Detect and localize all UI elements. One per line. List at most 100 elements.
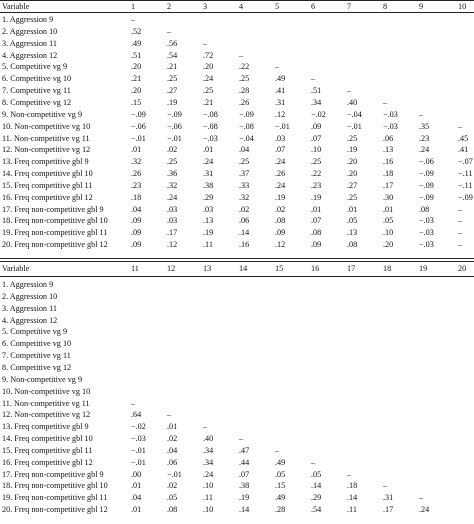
row-label: 13. Freq competitive gbl 9 [2, 157, 89, 167]
table-cell: .09 [311, 121, 322, 131]
table-cell: .51 [311, 86, 322, 96]
table-cell: .47 [239, 445, 250, 455]
table-cell: −.01 [131, 445, 146, 455]
table-cell: – [131, 15, 136, 24]
table-cell: .19 [275, 192, 286, 202]
table-cell: .01 [383, 204, 394, 214]
table-cell: −.07 [458, 157, 473, 167]
table-cell: .24 [275, 180, 286, 190]
table-cell: .54 [167, 50, 178, 60]
column-header: 12 [167, 264, 176, 273]
column-header: 10 [458, 2, 467, 11]
table-cell: .23 [419, 133, 430, 143]
table-cell: −.11 [458, 169, 473, 179]
table-cell: .07 [311, 216, 322, 226]
row-label: 11. Non-competitive vg 11 [2, 398, 90, 408]
row-label: 4. Aggression 12 [2, 50, 58, 60]
table-cell: .13 [347, 228, 358, 238]
table-cell: −.03 [419, 228, 434, 238]
table-cell: .02 [167, 145, 178, 155]
row-label: 10. Non-competitive vg 10 [2, 386, 91, 396]
table-cell: .24 [203, 157, 214, 167]
table-cell: .03 [167, 204, 178, 214]
table-cell: .25 [347, 192, 358, 202]
table-cell: .20 [347, 169, 358, 179]
table-cell: .24 [203, 74, 214, 84]
table-cell: .10 [203, 505, 214, 515]
table-cell: .18 [347, 481, 358, 491]
table-cell: −.01 [167, 469, 182, 479]
table-cell: .09 [275, 228, 286, 238]
table-cell: .38 [239, 481, 250, 491]
table-cell: – [458, 228, 463, 238]
table-rule-top-1 [0, 0, 474, 1]
table-cell: – [131, 398, 136, 408]
table-cell: .19 [239, 493, 250, 503]
table-cell: −.03 [419, 216, 434, 226]
table-cell: .44 [239, 457, 250, 467]
table-cell: .29 [311, 493, 322, 503]
table-cell: −.02 [131, 422, 146, 432]
table-cell: .18 [383, 169, 394, 179]
table-cell: .31 [383, 493, 394, 503]
row-label: 3. Aggression 11 [2, 38, 57, 48]
table-cell: .03 [275, 133, 286, 143]
column-header: 8 [383, 2, 388, 11]
table-cell: .10 [203, 481, 214, 491]
table-cell: – [203, 422, 208, 432]
row-label: 9. Non-competitive vg 9 [2, 374, 83, 384]
row-label: 20. Freq non-competitive gbl 12 [2, 240, 108, 250]
table-cell: .11 [203, 493, 213, 503]
table-cell: .25 [167, 157, 178, 167]
row-label: 15. Freq competitive gbl 11 [2, 180, 93, 190]
table-cell: .09 [311, 240, 322, 250]
table-cell: .28 [275, 505, 286, 515]
column-header: 15 [275, 264, 284, 273]
table-cell: – [167, 410, 172, 420]
row-label: 14. Freq competitive gbl 10 [2, 434, 93, 444]
row-label: 6. Competitive vg 10 [2, 74, 72, 84]
table-cell: −.09 [419, 169, 434, 179]
table-cell: .03 [203, 204, 214, 214]
table-cell: .64 [131, 410, 142, 420]
table-cell: .04 [167, 445, 178, 455]
row-label: 8. Competitive vg 12 [2, 362, 72, 372]
table-cell: .20 [131, 62, 142, 72]
row-label: 20. Freq non-competitive gbl 12 [2, 505, 108, 515]
table-cell: .06 [239, 216, 250, 226]
table-rule-header-2 [0, 276, 474, 277]
row-label: 14. Freq competitive gbl 10 [2, 169, 93, 179]
table-rule-bottom-1 [0, 258, 474, 259]
table-cell: .34 [311, 97, 322, 107]
table-cell: – [347, 469, 352, 479]
table-cell: .56 [167, 38, 178, 48]
table-cell: .08 [275, 216, 286, 226]
table-cell: .36 [167, 169, 178, 179]
row-label: 5. Competitive vg 9 [2, 62, 68, 72]
table-cell: −.09 [419, 192, 434, 202]
table-cell: .28 [239, 86, 250, 96]
variable-header: Variable [2, 2, 30, 11]
table-cell: .01 [203, 145, 214, 155]
table-cell: −.04 [239, 133, 254, 143]
table-cell: .03 [167, 216, 178, 226]
table-cell: .09 [131, 228, 142, 238]
table-cell: – [458, 121, 463, 131]
table-cell: −.09 [167, 109, 182, 119]
table-cell: – [383, 481, 388, 491]
column-header: 2 [167, 2, 172, 11]
table-cell: .49 [131, 38, 142, 48]
table-cell: .40 [203, 434, 214, 444]
table-cell: – [239, 50, 244, 60]
row-label: 1. Aggression 9 [2, 15, 54, 24]
table-cell: −.08 [239, 121, 254, 131]
table-cell: – [458, 204, 463, 214]
table-cell: .05 [167, 493, 178, 503]
row-label: 19. Freq non-competitive gbl 11 [2, 228, 108, 238]
table-cell: .12 [275, 240, 286, 250]
table-cell: .11 [203, 240, 213, 250]
table-cell: −.03 [131, 434, 146, 444]
column-header: 9 [419, 2, 424, 11]
table-cell: .23 [311, 180, 322, 190]
column-header: 11 [131, 264, 139, 273]
